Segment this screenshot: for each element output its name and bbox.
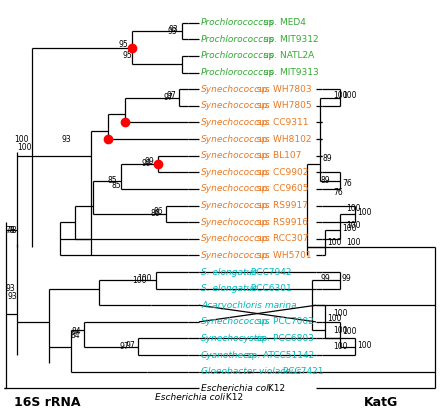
Text: sp. CC9902: sp. CC9902 [254, 168, 308, 177]
Text: Synechococcus: Synechococcus [201, 168, 271, 177]
Text: Cyanothece: Cyanothece [201, 351, 255, 360]
Text: 93: 93 [62, 135, 71, 144]
Text: 100: 100 [18, 143, 32, 152]
Text: 78: 78 [5, 226, 15, 235]
Text: Prochlorococcus: Prochlorococcus [201, 68, 275, 77]
Text: sp. PCC6803: sp. PCC6803 [254, 334, 314, 343]
Text: 100: 100 [138, 274, 152, 283]
Text: Prochlorococcus: Prochlorococcus [201, 52, 275, 60]
Text: 86: 86 [154, 207, 163, 216]
Text: 100: 100 [342, 91, 356, 100]
Text: 100: 100 [357, 341, 371, 350]
Text: Synechococcus: Synechococcus [201, 185, 271, 193]
Text: PCC7942: PCC7942 [248, 268, 291, 277]
Text: 100: 100 [333, 326, 348, 335]
Text: Gloeobacter violaceus: Gloeobacter violaceus [201, 367, 301, 376]
Text: 100: 100 [342, 328, 356, 336]
Text: Synechococcus: Synechococcus [201, 101, 271, 110]
Text: 100: 100 [346, 237, 361, 247]
Text: 100: 100 [327, 237, 341, 247]
Text: 100: 100 [333, 342, 348, 351]
Text: 99: 99 [142, 159, 151, 169]
Text: sp. MIT9312: sp. MIT9312 [261, 35, 319, 44]
Text: 93: 93 [169, 24, 178, 33]
Text: 100: 100 [132, 276, 147, 285]
Text: 100: 100 [14, 135, 29, 144]
Text: sp. WH7803: sp. WH7803 [254, 85, 312, 94]
Text: PCC6301: PCC6301 [248, 284, 292, 293]
Text: sp. WH7805: sp. WH7805 [254, 101, 312, 110]
Text: Escherichia coli: Escherichia coli [201, 384, 271, 393]
Text: sp. RCC307: sp. RCC307 [254, 234, 308, 243]
Text: 100: 100 [346, 204, 361, 214]
Text: 76: 76 [333, 188, 343, 197]
Text: sp. BL107: sp. BL107 [254, 151, 301, 160]
Text: sp. RS9916: sp. RS9916 [254, 218, 308, 227]
Text: 86: 86 [150, 209, 160, 218]
Text: 95: 95 [122, 52, 132, 60]
Text: sp. RS9917: sp. RS9917 [254, 201, 308, 210]
Text: 89: 89 [320, 176, 330, 185]
Text: K12: K12 [265, 384, 286, 393]
Text: Escherichia coli: Escherichia coli [155, 393, 225, 402]
Text: Synechococcus: Synechococcus [201, 201, 271, 210]
Text: Synechococcus: Synechococcus [201, 251, 271, 260]
Text: Synechococcus: Synechococcus [201, 135, 271, 144]
Text: 97: 97 [163, 93, 173, 102]
Text: 16S rRNA: 16S rRNA [14, 396, 81, 409]
Text: 97: 97 [166, 91, 176, 100]
Text: 99: 99 [145, 157, 154, 166]
Text: K12: K12 [223, 393, 243, 402]
Text: Synechococcus: Synechococcus [201, 218, 271, 227]
Text: sp. ATCC51142: sp. ATCC51142 [245, 351, 315, 360]
Text: sp. MED4: sp. MED4 [261, 18, 306, 27]
Text: S. elongatus: S. elongatus [201, 284, 257, 293]
Text: sp. WH5701: sp. WH5701 [254, 251, 312, 260]
Text: 93: 93 [5, 284, 15, 293]
Text: 100: 100 [333, 91, 348, 100]
Text: 84: 84 [71, 328, 81, 336]
Text: 84: 84 [70, 331, 80, 339]
Text: Synechococcus: Synechococcus [201, 118, 271, 127]
Text: sp. CC9605: sp. CC9605 [254, 185, 308, 193]
Text: 93: 93 [168, 26, 177, 36]
Text: Synechococcus: Synechococcus [201, 85, 271, 94]
Text: PCC7421: PCC7421 [280, 367, 323, 376]
Text: 76: 76 [342, 179, 352, 188]
Text: S. elongatus: S. elongatus [201, 268, 257, 277]
Text: 89: 89 [323, 154, 332, 164]
Text: 85: 85 [111, 181, 121, 190]
Text: 97: 97 [120, 342, 130, 351]
Text: sp. NATL2A: sp. NATL2A [261, 52, 314, 60]
Text: 85: 85 [108, 176, 117, 185]
Text: Synechococcus: Synechococcus [201, 317, 271, 326]
Text: 99: 99 [342, 274, 352, 283]
Text: Synechococcus: Synechococcus [201, 234, 271, 243]
Text: 100: 100 [327, 314, 341, 323]
Text: Synechocystis: Synechocystis [201, 334, 266, 343]
Text: Acaryochloris marina: Acaryochloris marina [201, 301, 297, 310]
Text: KatG: KatG [364, 396, 398, 409]
Text: 100: 100 [357, 208, 371, 217]
Text: Prochlorococcus: Prochlorococcus [201, 35, 275, 44]
Text: 95: 95 [119, 40, 128, 49]
Text: 93: 93 [7, 292, 17, 301]
Text: sp. WH8102: sp. WH8102 [254, 135, 312, 144]
Text: 100: 100 [342, 224, 356, 233]
Text: 100: 100 [333, 309, 348, 318]
Text: 97: 97 [125, 341, 135, 350]
Text: sp. MIT9313: sp. MIT9313 [261, 68, 319, 77]
Text: 99: 99 [320, 274, 330, 283]
Text: sp. CC9311: sp. CC9311 [254, 118, 308, 127]
Text: sp. PCC7002: sp. PCC7002 [254, 317, 314, 326]
Text: Prochlorococcus: Prochlorococcus [201, 18, 275, 27]
Text: 100: 100 [346, 221, 361, 230]
Text: 78: 78 [7, 226, 17, 235]
Text: Synechococcus: Synechococcus [201, 151, 271, 160]
